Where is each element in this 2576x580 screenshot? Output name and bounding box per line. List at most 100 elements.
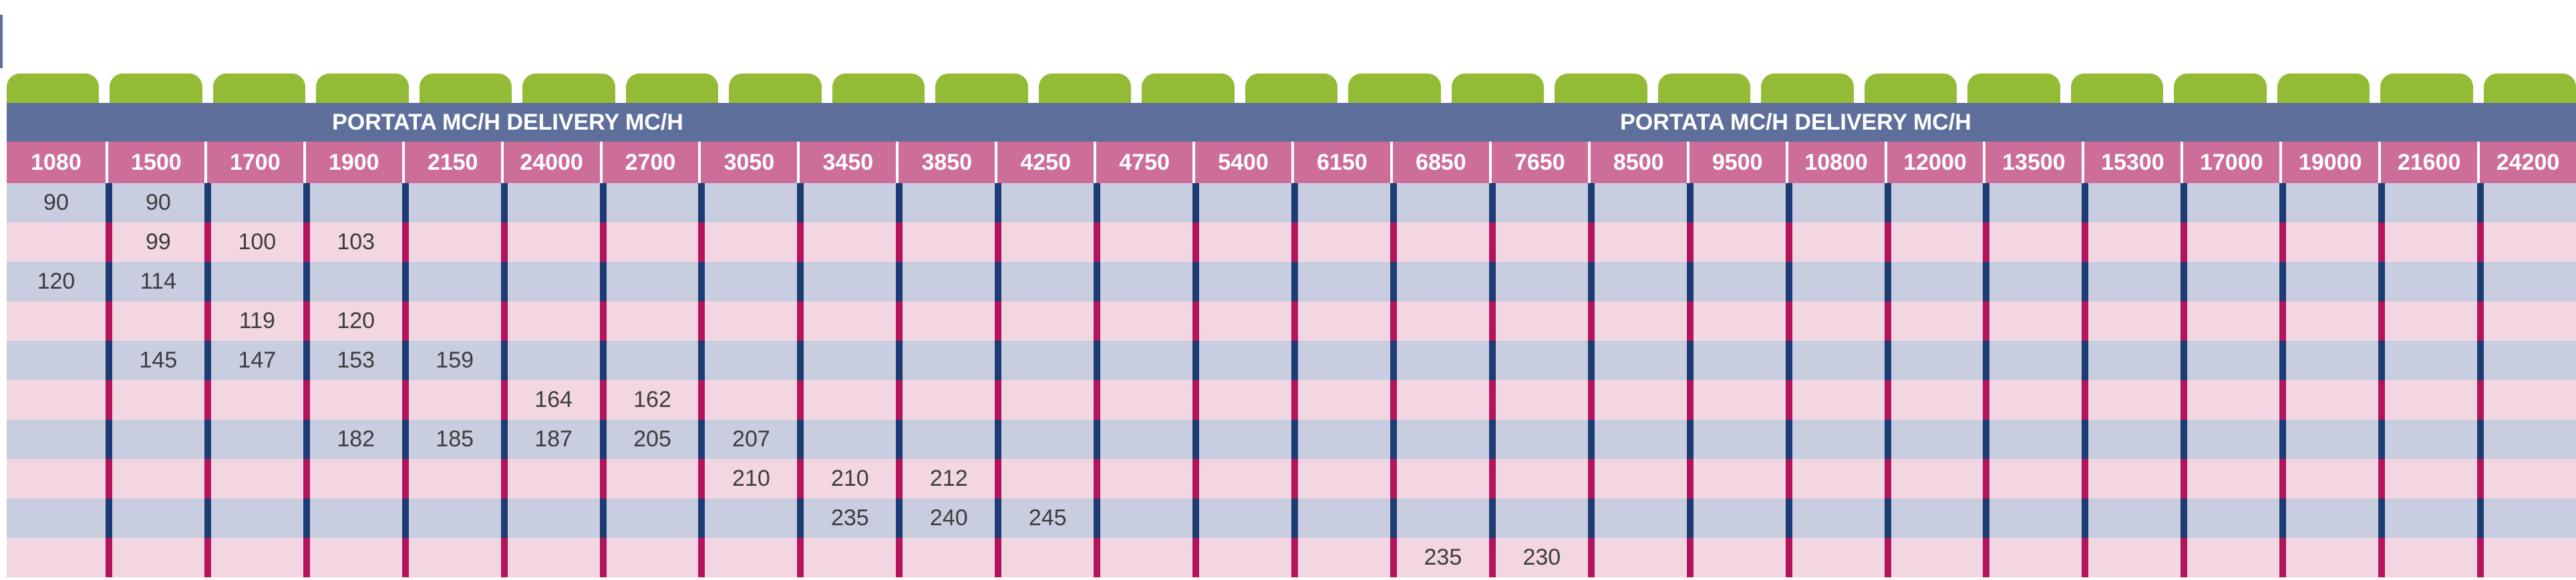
table-cell — [204, 380, 303, 420]
table-cell — [1192, 380, 1291, 420]
table-cell — [1488, 262, 1588, 301]
table-cell — [2477, 498, 2576, 538]
table-cell — [1884, 420, 1983, 459]
table-cell — [1291, 380, 1390, 420]
table-cell — [1587, 538, 1687, 577]
table-cell — [2181, 223, 2280, 262]
column-header: 6150 — [1291, 142, 1390, 183]
table-cell — [401, 183, 501, 223]
table-cell — [698, 498, 798, 538]
column-header: 1900 — [303, 142, 402, 183]
table-cell — [1291, 262, 1390, 301]
table-cell — [1785, 341, 1885, 380]
table-cell: 164 — [500, 380, 600, 420]
title-band: PORTATA MC/H DELIVERY MC/H PORTATA MC/H … — [7, 103, 2576, 142]
table-cell — [2279, 459, 2379, 498]
column-header: 4750 — [1094, 142, 1193, 183]
table-cell — [1192, 183, 1291, 223]
table-cell — [303, 183, 402, 223]
table-cell — [1884, 223, 1983, 262]
table-cell — [1884, 183, 1983, 223]
column-header: 7650 — [1488, 142, 1588, 183]
table-cell — [995, 341, 1094, 380]
table-cell — [500, 183, 600, 223]
table-cell — [2477, 538, 2576, 577]
table-cell — [995, 380, 1094, 420]
table-cell — [2378, 301, 2478, 341]
table-cell: 205 — [599, 420, 699, 459]
table-cell — [1686, 459, 1786, 498]
table-cell — [1488, 498, 1588, 538]
table-cell: 212 — [896, 459, 995, 498]
table-cell — [1884, 538, 1983, 577]
table-cell — [1686, 538, 1786, 577]
table-cell — [500, 459, 600, 498]
table-cell: 90 — [7, 183, 106, 223]
table-cell — [401, 380, 501, 420]
column-tab — [729, 74, 822, 103]
table-cell — [105, 420, 204, 459]
table-cell — [1094, 420, 1193, 459]
column-tab — [935, 74, 1028, 103]
table-cell — [1192, 420, 1291, 459]
table-cell — [2477, 223, 2576, 262]
column-header: 17000 — [2181, 142, 2280, 183]
table-cell — [303, 380, 402, 420]
table-cell — [105, 538, 204, 577]
table-cell — [1094, 341, 1193, 380]
table-cell: 147 — [204, 341, 303, 380]
table-cell — [1094, 223, 1193, 262]
column-header: 1080 — [7, 142, 106, 183]
table-cell — [2378, 538, 2478, 577]
table-cell — [1094, 301, 1193, 341]
table-cell: 182 — [303, 420, 402, 459]
table-cell — [1785, 301, 1885, 341]
table-cell: 245 — [995, 498, 1094, 538]
table-cell — [1192, 498, 1291, 538]
table-cell — [2279, 341, 2379, 380]
table-cell: 114 — [105, 262, 204, 301]
table-cell — [2181, 380, 2280, 420]
table-cell — [1587, 459, 1687, 498]
table-cell — [7, 341, 106, 380]
table-cell — [1884, 262, 1983, 301]
table-cell — [2279, 223, 2379, 262]
table-cell — [1587, 498, 1687, 538]
table-cell — [1192, 538, 1291, 577]
column-tab — [110, 74, 202, 103]
table-cell — [1390, 341, 1489, 380]
column-header: 12000 — [1884, 142, 1983, 183]
table-cell — [995, 538, 1094, 577]
column-tab — [1967, 74, 2060, 103]
table-cell — [401, 538, 501, 577]
table-cell — [995, 459, 1094, 498]
column-header: 3050 — [698, 142, 798, 183]
table-cell — [1686, 262, 1786, 301]
table-cell — [599, 262, 699, 301]
table-cell: 185 — [401, 420, 501, 459]
table-cell — [2082, 262, 2181, 301]
table-cell — [1983, 459, 2082, 498]
table-cell — [1291, 459, 1390, 498]
table-cell: 103 — [303, 223, 402, 262]
table-cell — [2279, 301, 2379, 341]
table-cell — [2082, 341, 2181, 380]
table-cell — [2378, 183, 2478, 223]
table-cell — [2477, 380, 2576, 420]
table-cell — [500, 301, 600, 341]
table-cell — [2279, 538, 2379, 577]
table-cell — [698, 301, 798, 341]
delivery-table: 1080 1500 1700 1900 2150 24000 2700 3050 3450 385… — [7, 142, 2576, 577]
table-cell — [1094, 262, 1193, 301]
table-title-right: PORTATA MC/H DELIVERY MC/H — [1620, 110, 1971, 135]
table-cell — [1686, 301, 1786, 341]
table-cell — [1192, 341, 1291, 380]
table-cell — [1094, 459, 1193, 498]
table-cell — [698, 538, 798, 577]
table-cell — [1587, 223, 1687, 262]
table-cell — [401, 223, 501, 262]
table-cell — [1785, 538, 1885, 577]
table-cell — [204, 262, 303, 301]
table-cell — [1291, 301, 1390, 341]
table-cell — [1488, 223, 1588, 262]
